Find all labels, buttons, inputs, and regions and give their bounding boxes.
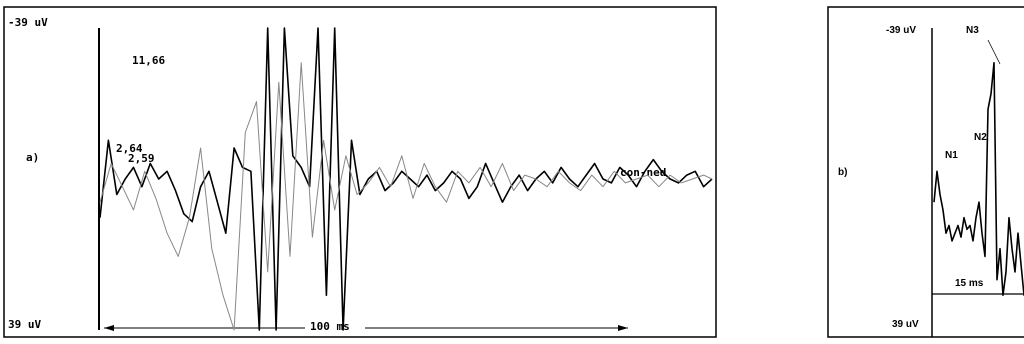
panel-a-time-arrow-left-head bbox=[104, 325, 114, 331]
panel-b: -39 uV 39 uV b) 15 ms N1 N2 N3 bbox=[827, 6, 1024, 338]
panel-a-y-bottom-label: 39 uV bbox=[8, 318, 41, 331]
panel-b-traces bbox=[933, 61, 1024, 297]
panel-a-traces bbox=[99, 27, 713, 331]
panel-a-time-label-bg bbox=[305, 318, 365, 334]
panel-b-series-dark-trace bbox=[933, 61, 1024, 297]
panel-b-y-top-label: -39 uV bbox=[886, 25, 916, 36]
panel-a-annotation-2: 2,64 bbox=[116, 142, 143, 155]
panel-a-time-label: 100 ms bbox=[310, 320, 350, 333]
panel-b-frame bbox=[827, 6, 1024, 338]
panel-b-panel-label: b) bbox=[838, 167, 847, 178]
panel-b-y-bottom-label: 39 uV bbox=[892, 319, 919, 330]
panel-a-series-light-trace bbox=[99, 62, 713, 331]
panel-a-panel-label: a) bbox=[26, 151, 39, 164]
panel-b-peak-label-n1: N1 bbox=[945, 150, 958, 161]
panel-b-peak-label-n2: N2 bbox=[974, 132, 987, 143]
panel-a-series-label: con-ned bbox=[620, 166, 666, 179]
panel-a-y-top-label: -39 uV bbox=[8, 16, 48, 29]
panel-a-series-dark-trace bbox=[99, 27, 713, 331]
panel-b-time-label: 15 ms bbox=[955, 278, 984, 289]
panel-a-annotation-1: 11,66 bbox=[132, 54, 165, 67]
panel-a-time-arrow-right-head bbox=[618, 325, 628, 331]
panel-b-peak-label-n3: N3 bbox=[966, 25, 979, 36]
panel-a-frame bbox=[3, 6, 717, 338]
panel-b-n3-pointer bbox=[987, 39, 1001, 65]
panel-a-annotation-3: 2,59 bbox=[128, 152, 155, 165]
panel-a: -39 uV 39 uV a) 11,66 2,64 2,59 con-ned … bbox=[3, 6, 717, 338]
